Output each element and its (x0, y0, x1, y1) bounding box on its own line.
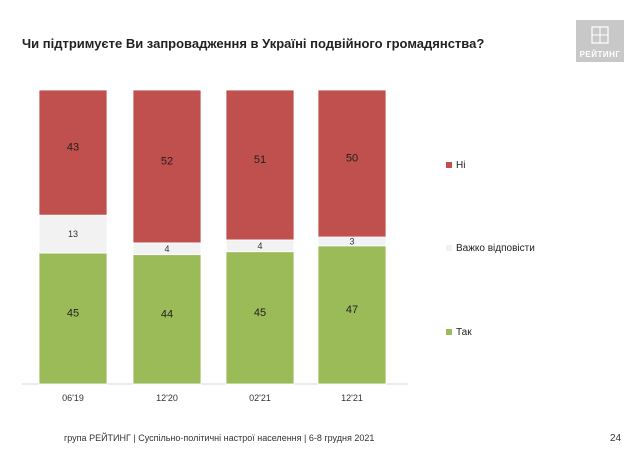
x-tick-label: 02'21 (249, 393, 271, 403)
logo-mark-icon (591, 26, 609, 44)
bar-segment (132, 89, 202, 244)
legend-label: Ні (456, 160, 465, 171)
bar-segment (317, 89, 387, 238)
bar-segment (38, 89, 108, 216)
data-label: 4 (257, 241, 262, 251)
page-number: 24 (610, 433, 622, 444)
data-label: 47 (346, 304, 358, 316)
data-label: 45 (254, 307, 266, 319)
data-label: 13 (68, 229, 78, 239)
bar-segment (225, 251, 295, 385)
data-label: 45 (67, 308, 79, 320)
data-label: 43 (67, 142, 79, 154)
data-label: 51 (254, 154, 266, 166)
legend-swatch (446, 162, 452, 168)
bar-segment (225, 89, 295, 241)
data-label: 52 (161, 155, 173, 167)
legend-label: Так (456, 327, 472, 338)
data-label: 4 (164, 244, 169, 254)
bar-segment (38, 252, 108, 385)
logo-text: РЕЙТИНГ (579, 50, 621, 59)
bar-segment (317, 245, 387, 385)
legend-swatch (446, 245, 452, 251)
chart-title: Чи підтримуєте Ви запровадження в Україн… (22, 36, 485, 51)
data-label: 3 (349, 236, 354, 246)
data-label: 44 (161, 308, 173, 320)
footer-text: група РЕЙТИНГ | Суспільно-політичні наст… (64, 433, 375, 443)
x-tick-label: 12'20 (156, 393, 178, 403)
x-tick-label: 12'21 (341, 393, 363, 403)
rating-logo: РЕЙТИНГ (576, 20, 624, 62)
data-label: 50 (346, 153, 358, 165)
bar-segment (132, 254, 202, 385)
legend-swatch (446, 329, 452, 335)
x-tick-label: 06'19 (62, 393, 84, 403)
bar-segment (38, 214, 108, 254)
legend-label: Важко відповісти (456, 243, 535, 254)
